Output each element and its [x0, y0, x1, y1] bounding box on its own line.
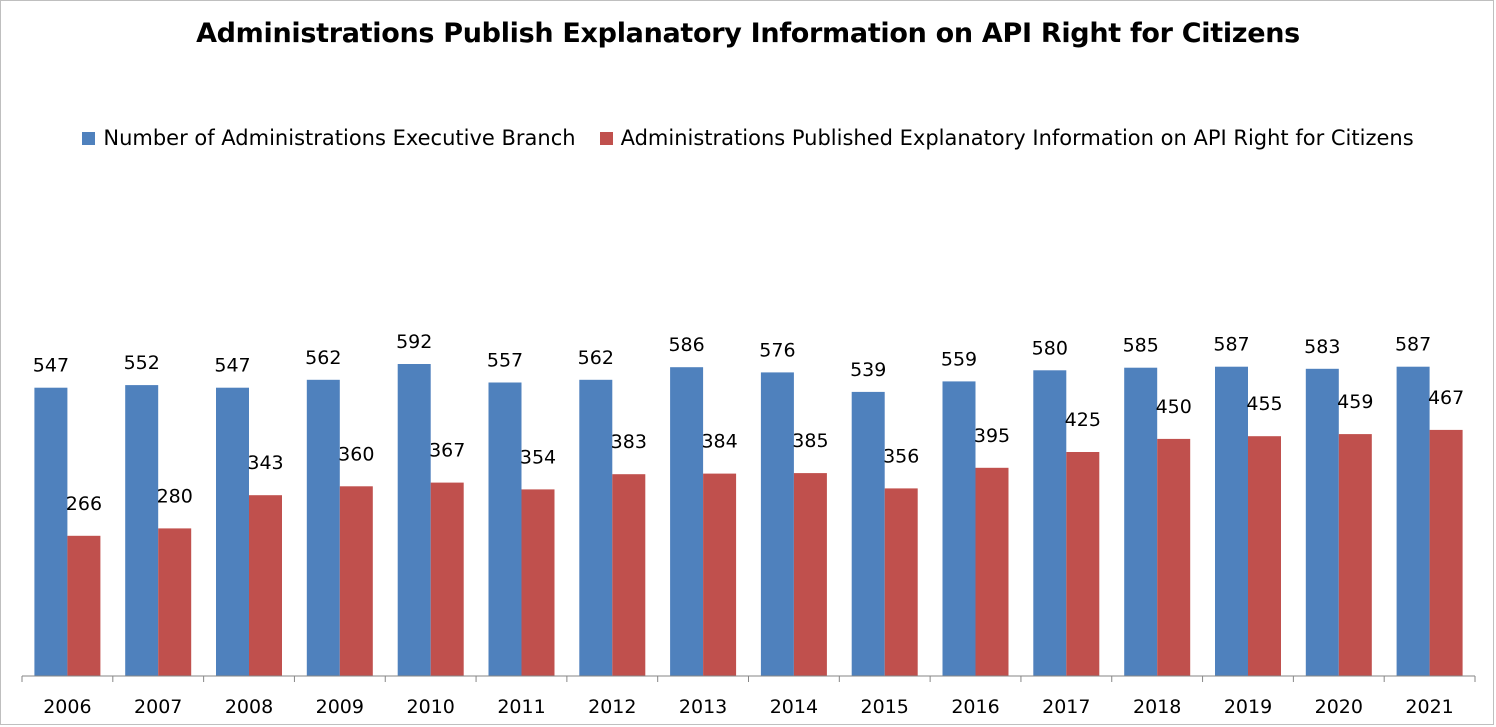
bar-published-info-2014 [793, 473, 827, 676]
x-tick-label-2019: 2019 [1224, 696, 1272, 718]
bar-executive-branch-2015 [851, 391, 885, 676]
x-tick-label-2006: 2006 [43, 696, 91, 718]
bar-published-info-2015 [884, 488, 918, 676]
data-label-published-info-2021: 467 [1428, 387, 1464, 409]
bar-executive-branch-2013 [670, 367, 704, 676]
x-tick-label-2014: 2014 [770, 696, 818, 718]
chart-legend: Number of Administrations Executive Bran… [0, 126, 1496, 150]
data-label-published-info-2015: 356 [883, 445, 919, 467]
data-label-executive-branch-2017: 580 [1032, 337, 1068, 359]
data-label-published-info-2016: 395 [974, 425, 1010, 447]
bar-executive-branch-2016 [942, 381, 976, 676]
bar-executive-branch-2012 [579, 379, 613, 676]
data-label-published-info-2014: 385 [792, 430, 828, 452]
bar-executive-branch-2019 [1215, 366, 1248, 676]
data-label-published-info-2009: 360 [338, 443, 374, 465]
data-label-published-info-2007: 280 [157, 485, 193, 507]
bar-executive-branch-2007 [125, 385, 159, 676]
bar-executive-branch-2011 [488, 382, 522, 676]
x-tick-label-2011: 2011 [497, 696, 545, 718]
data-label-executive-branch-2009: 562 [305, 347, 341, 369]
x-tick-label-2020: 2020 [1315, 696, 1363, 718]
data-label-executive-branch-2013: 586 [668, 334, 704, 356]
data-label-executive-branch-2014: 576 [759, 339, 795, 361]
data-label-published-info-2008: 343 [247, 452, 283, 474]
bar-published-info-2021 [1429, 429, 1463, 676]
legend-label-executive-branch: Number of Administrations Executive Bran… [103, 126, 576, 150]
data-label-executive-branch-2012: 562 [578, 347, 614, 369]
bar-published-info-2017 [1066, 452, 1100, 676]
data-label-executive-branch-2008: 547 [214, 355, 250, 377]
legend-swatch-executive-branch [82, 131, 96, 145]
bar-published-info-2009 [339, 486, 373, 676]
chart-title: Administrations Publish Explanatory Info… [196, 18, 1300, 49]
x-tick-label-2008: 2008 [225, 696, 273, 718]
bar-published-info-2018 [1157, 438, 1191, 677]
x-tick-label-2017: 2017 [1042, 696, 1090, 718]
x-tick-label-2010: 2010 [407, 696, 455, 718]
data-label-executive-branch-2011: 557 [487, 350, 523, 372]
x-tick-label-2015: 2015 [861, 696, 909, 718]
x-tick-label-2012: 2012 [588, 696, 636, 718]
bar-published-info-2010 [430, 482, 464, 676]
data-label-published-info-2013: 384 [701, 431, 737, 453]
data-label-executive-branch-2018: 585 [1123, 335, 1159, 357]
bar-executive-branch-2021 [1396, 366, 1430, 676]
bar-executive-branch-2017 [1033, 370, 1067, 676]
bar-executive-branch-2018 [1124, 367, 1158, 676]
data-label-executive-branch-2007: 552 [124, 352, 160, 374]
data-label-published-info-2019: 455 [1246, 393, 1282, 415]
bar-published-info-2013 [703, 473, 737, 676]
data-label-published-info-2011: 354 [520, 446, 556, 468]
data-label-published-info-2010: 367 [429, 440, 465, 462]
bar-published-info-2016 [975, 467, 1009, 676]
data-label-executive-branch-2020: 583 [1304, 336, 1340, 358]
x-tick-label-2013: 2013 [679, 696, 727, 718]
bar-executive-branch-2008 [216, 387, 249, 676]
bar-executive-branch-2010 [397, 364, 431, 676]
data-label-executive-branch-2021: 587 [1395, 334, 1431, 356]
x-tick-label-2007: 2007 [134, 696, 182, 718]
legend-item-executive-branch: Number of Administrations Executive Bran… [82, 126, 576, 150]
data-label-published-info-2006: 266 [66, 493, 102, 515]
data-label-published-info-2018: 450 [1156, 396, 1192, 418]
bar-executive-branch-2014 [760, 372, 794, 676]
x-tick-label-2021: 2021 [1405, 696, 1453, 718]
data-label-published-info-2017: 425 [1065, 409, 1101, 431]
bar-published-info-2007 [158, 528, 192, 676]
bar-published-info-2012 [612, 474, 646, 676]
data-label-executive-branch-2006: 547 [33, 355, 69, 377]
data-label-executive-branch-2016: 559 [941, 348, 977, 370]
bar-executive-branch-2020 [1305, 368, 1339, 676]
data-label-published-info-2020: 459 [1337, 391, 1373, 413]
bar-published-info-2006 [67, 535, 101, 676]
x-tick-label-2009: 2009 [316, 696, 364, 718]
bar-executive-branch-2006 [34, 387, 68, 676]
data-label-published-info-2012: 383 [611, 431, 647, 453]
data-label-executive-branch-2019: 587 [1213, 334, 1249, 356]
legend-swatch-published-info [599, 131, 613, 145]
bar-published-info-2020 [1338, 434, 1372, 676]
bar-executive-branch-2009 [306, 379, 340, 676]
x-tick-label-2016: 2016 [951, 696, 999, 718]
data-label-executive-branch-2015: 539 [850, 359, 886, 381]
bar-published-info-2008 [249, 495, 282, 676]
x-tick-label-2018: 2018 [1133, 696, 1181, 718]
legend-item-published-info: Administrations Published Explanatory In… [599, 126, 1414, 150]
bar-published-info-2019 [1248, 436, 1281, 676]
data-label-executive-branch-2010: 592 [396, 331, 432, 353]
legend-label-published-info: Administrations Published Explanatory In… [620, 126, 1414, 150]
bar-published-info-2011 [521, 489, 555, 676]
